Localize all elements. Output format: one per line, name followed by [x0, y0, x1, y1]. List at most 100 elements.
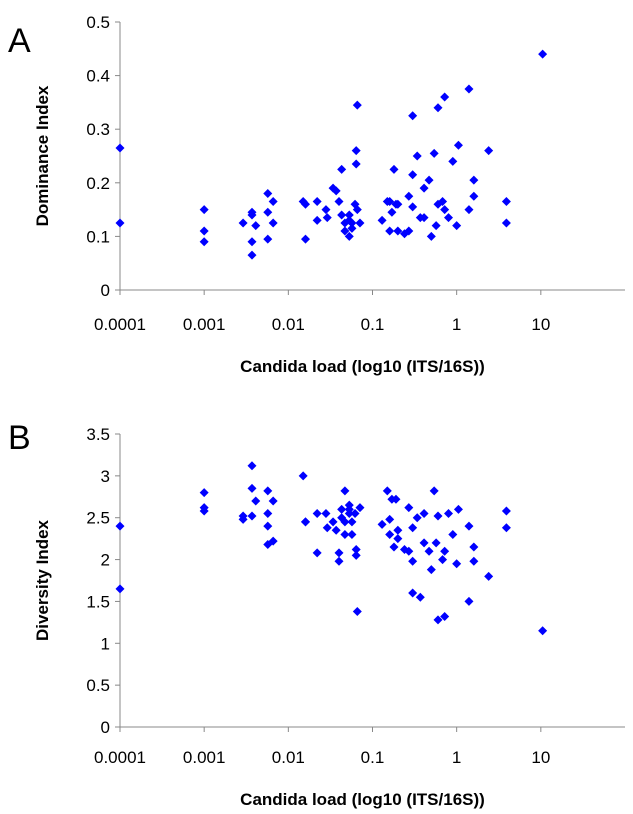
- data-point: [419, 509, 429, 519]
- data-point: [408, 202, 418, 212]
- y-axis-title: Diversity Index: [33, 519, 52, 640]
- data-point: [448, 156, 458, 166]
- data-point: [337, 210, 347, 220]
- data-point: [199, 226, 209, 236]
- data-point: [426, 231, 436, 241]
- data-point: [344, 509, 354, 519]
- data-point: [385, 514, 395, 524]
- data-point: [322, 523, 332, 533]
- data-point: [351, 146, 361, 156]
- y-tick-label: 2.5: [86, 509, 110, 528]
- data-point: [424, 546, 434, 556]
- data-point: [431, 221, 441, 231]
- data-point: [469, 542, 479, 552]
- data-point: [115, 143, 125, 153]
- data-point: [389, 164, 399, 174]
- scatter-chart: A 0 0.1 0.2 0.3 0.4 0.5 0.0001 0.001 0.01 0.1 1 10 Ca…: [8, 13, 625, 376]
- data-point: [322, 213, 332, 223]
- x-tick-label: 10: [531, 315, 550, 334]
- chart-panel-b: B 0 0.5 1 1.5 2 2.5 3 3.5 0.0001 0.001 0.01 0.1 1 10 Ca…: [0, 407, 633, 814]
- y-tick-label: 0.5: [86, 13, 110, 32]
- data-point: [404, 503, 414, 513]
- data-point: [408, 588, 418, 598]
- data-point: [538, 49, 548, 59]
- data-point: [385, 226, 395, 236]
- data-point: [199, 506, 209, 516]
- data-point: [419, 213, 429, 223]
- data-point: [448, 529, 458, 539]
- data-point: [337, 504, 347, 514]
- data-point: [337, 513, 347, 523]
- data-point: [238, 514, 248, 524]
- data-point: [350, 509, 360, 519]
- data-point: [464, 521, 474, 531]
- x-tick-label: 0.001: [183, 315, 226, 334]
- data-point: [469, 556, 479, 566]
- data-point: [393, 226, 403, 236]
- data-point: [419, 183, 429, 193]
- data-point: [331, 186, 341, 196]
- data-point: [328, 517, 338, 527]
- data-point: [321, 205, 331, 215]
- y-tick-label: 0: [101, 281, 110, 300]
- data-point: [484, 571, 494, 581]
- data-point: [247, 461, 257, 471]
- data-point: [501, 197, 511, 207]
- data-point: [247, 511, 257, 521]
- x-tick-label: 0.01: [272, 748, 305, 767]
- y-tick-label: 2: [101, 551, 110, 570]
- data-point: [469, 191, 479, 201]
- data-point: [199, 205, 209, 215]
- data-point: [347, 529, 357, 539]
- x-tick-label: 1: [452, 315, 461, 334]
- data-point: [438, 555, 448, 565]
- data-point: [340, 486, 350, 496]
- data-point: [404, 191, 414, 201]
- data-point: [355, 503, 365, 513]
- data-point: [301, 199, 311, 209]
- data-point: [331, 525, 341, 535]
- data-point: [501, 523, 511, 533]
- data-point: [247, 237, 257, 247]
- data-point: [312, 509, 322, 519]
- data-point: [452, 559, 462, 569]
- data-point: [387, 207, 397, 217]
- data-point: [464, 205, 474, 215]
- data-point: [321, 509, 331, 519]
- x-tick-label: 1: [452, 748, 461, 767]
- data-point: [298, 471, 308, 481]
- data-point: [251, 496, 261, 506]
- y-tick-label: 0.5: [86, 676, 110, 695]
- data-point: [429, 148, 439, 158]
- data-point: [538, 626, 548, 636]
- data-point: [426, 565, 436, 575]
- x-tick-label: 0.01: [272, 315, 305, 334]
- data-point: [484, 146, 494, 156]
- data-point: [268, 496, 278, 506]
- data-point: [301, 234, 311, 244]
- y-tick-label: 0.4: [86, 67, 110, 86]
- data-point: [464, 84, 474, 94]
- data-point: [429, 486, 439, 496]
- data-point: [408, 111, 418, 121]
- data-point: [433, 511, 443, 521]
- data-point: [412, 513, 422, 523]
- x-axis-title: Candida load (log10 (ITS/16S)): [240, 357, 485, 376]
- data-point: [393, 534, 403, 544]
- data-point: [382, 486, 392, 496]
- data-point: [115, 218, 125, 228]
- data-point: [312, 215, 322, 225]
- data-point: [263, 509, 273, 519]
- data-point: [247, 483, 257, 493]
- data-point: [263, 207, 273, 217]
- data-point: [268, 197, 278, 207]
- data-point: [385, 529, 395, 539]
- x-tick-label: 0.0001: [94, 748, 146, 767]
- data-point: [251, 221, 261, 231]
- data-point: [334, 556, 344, 566]
- scatter-chart: B 0 0.5 1 1.5 2 2.5 3 3.5 0.0001 0.001 0.01 0.1 1 10 Ca…: [8, 419, 625, 809]
- y-tick-label: 0.1: [86, 227, 110, 246]
- data-point: [334, 197, 344, 207]
- data-point: [452, 221, 462, 231]
- panel-label: B: [8, 419, 31, 457]
